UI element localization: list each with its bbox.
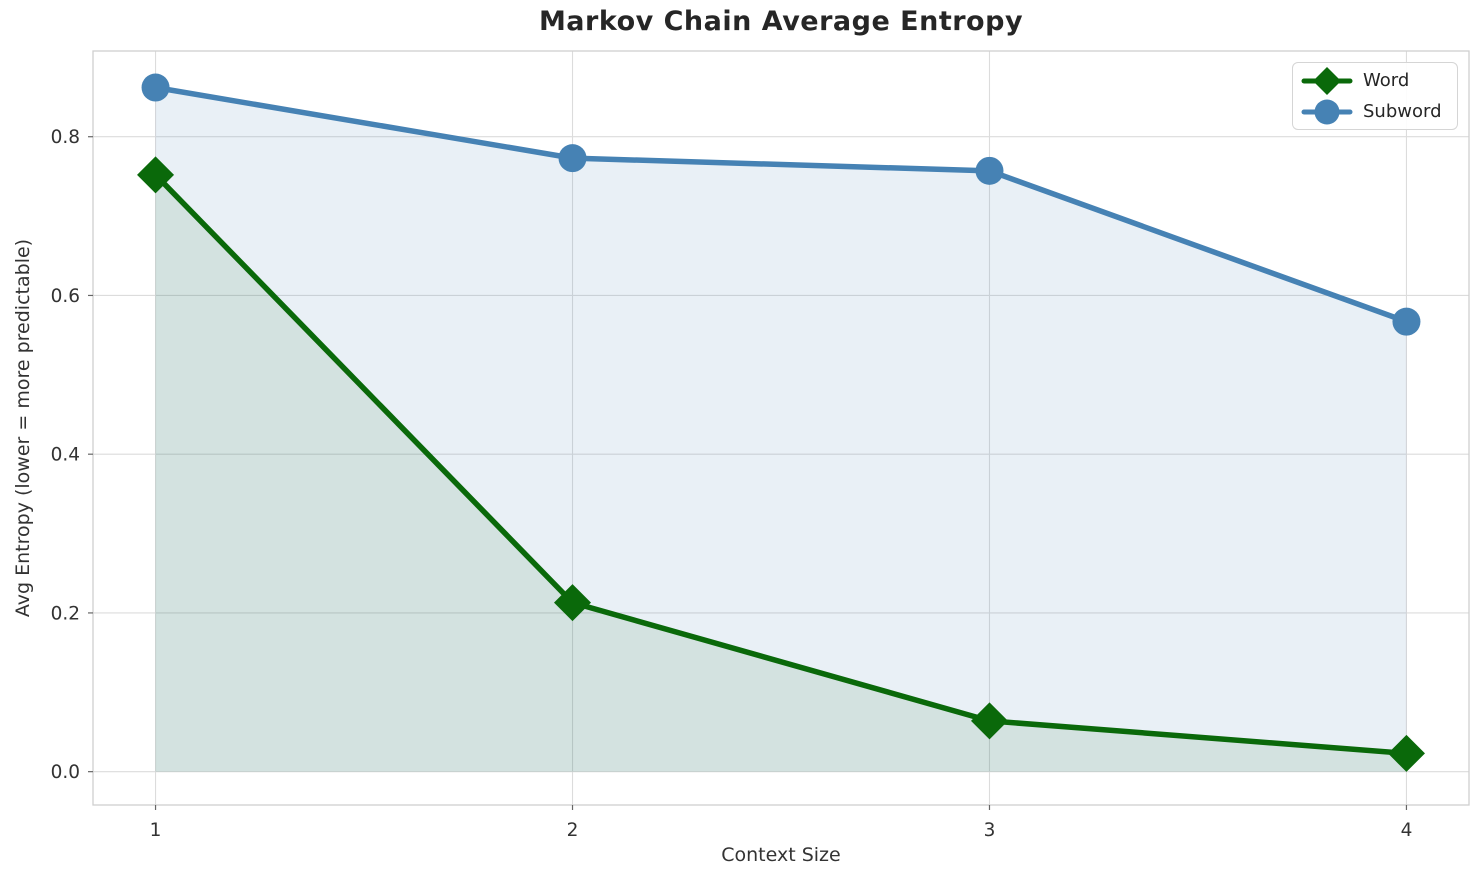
y-tick-label: 0.4 <box>51 445 80 466</box>
legend-circle-icon <box>1301 99 1353 124</box>
legend-item-subword: Subword <box>1301 96 1447 127</box>
y-tick-label: 0.8 <box>51 127 80 148</box>
subword-circle-marker <box>558 144 587 173</box>
x-tick-label: 2 <box>567 820 579 841</box>
subword-circle-marker <box>141 73 170 102</box>
y-tick-label: 0.0 <box>51 762 80 783</box>
y-tick-label: 0.6 <box>51 286 80 307</box>
y-axis-label: Avg Entropy (lower = more predictable) <box>12 238 34 618</box>
chart-title: Markov Chain Average Entropy <box>538 6 1024 37</box>
x-tick-label: 4 <box>1401 820 1413 841</box>
area-fill-word <box>155 174 1407 772</box>
area-fill-subword <box>155 87 1407 772</box>
legend-item-word: Word <box>1301 65 1447 96</box>
legend-label: Word <box>1363 69 1410 91</box>
x-axis-label: Context Size <box>721 844 841 866</box>
y-tick-label: 0.2 <box>51 603 80 624</box>
legend-diamond-icon <box>1301 66 1353 95</box>
series-line-word <box>152 172 1410 757</box>
subword-circle-marker <box>1392 307 1421 336</box>
legend-label: Subword <box>1363 100 1442 122</box>
x-tick-label: 3 <box>984 820 996 841</box>
subword-circle-marker <box>975 156 1004 185</box>
axes-spines <box>92 50 1470 806</box>
word-diamond-marker <box>970 702 1008 740</box>
legend: Word Subword <box>1292 62 1458 130</box>
word-diamond-marker <box>554 584 592 622</box>
word-diamond-marker <box>1387 734 1425 772</box>
x-tick-label: 1 <box>150 820 162 841</box>
word-diamond-marker <box>137 156 175 194</box>
series-line-subword <box>152 84 1410 325</box>
